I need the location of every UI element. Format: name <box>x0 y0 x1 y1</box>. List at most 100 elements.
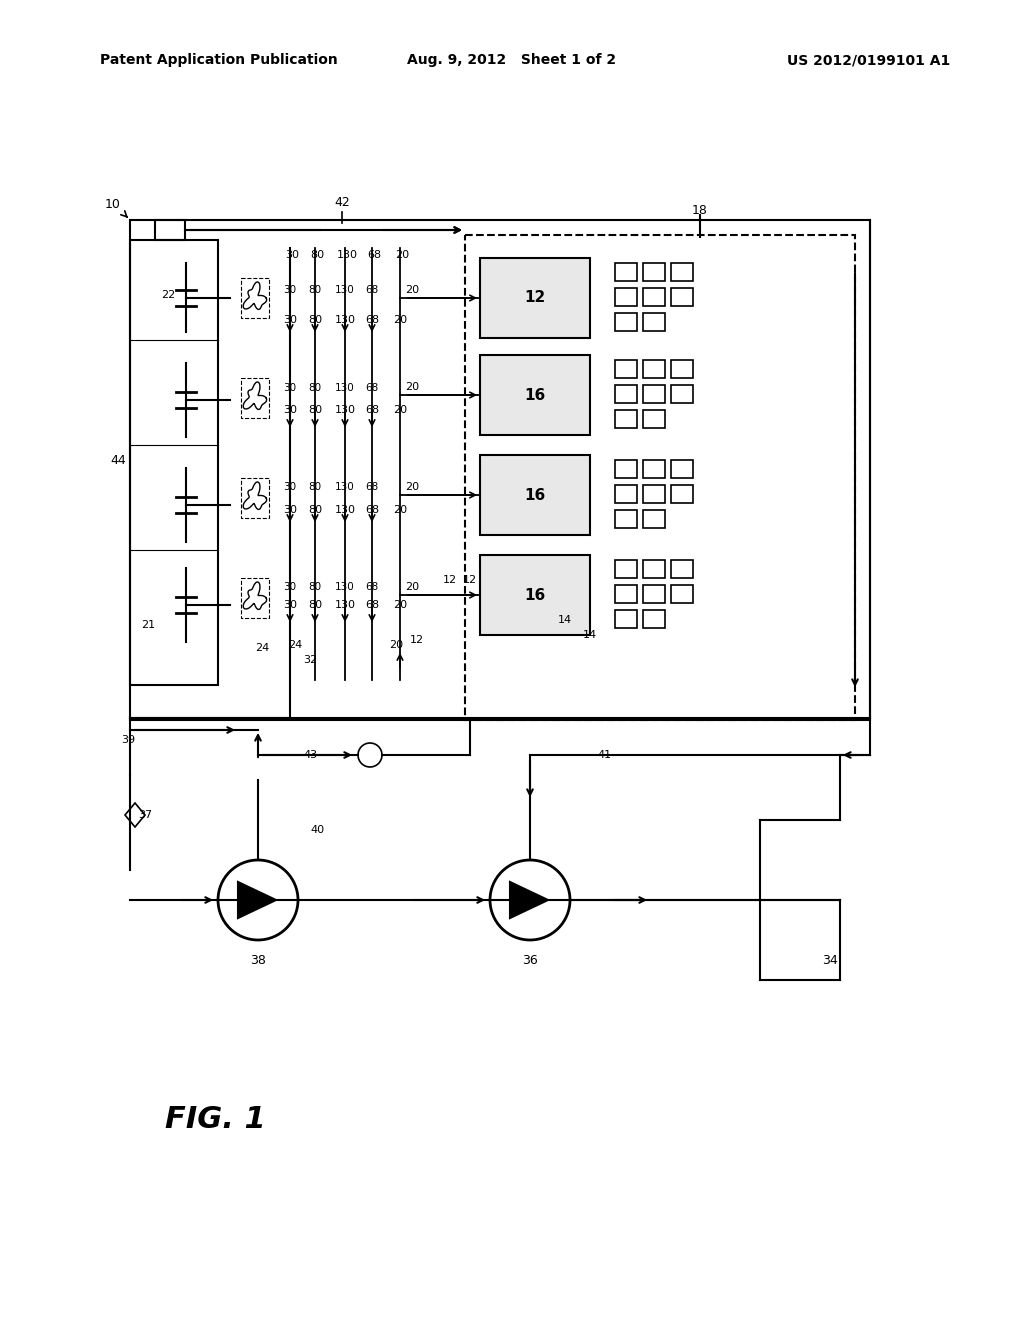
Text: 18: 18 <box>692 203 708 216</box>
Circle shape <box>358 743 382 767</box>
Bar <box>643 585 665 603</box>
Text: 42: 42 <box>334 197 350 210</box>
Text: 80: 80 <box>308 285 322 294</box>
Text: 30: 30 <box>284 482 297 492</box>
Text: 16: 16 <box>524 487 546 503</box>
Bar <box>615 360 637 378</box>
Text: 41: 41 <box>598 750 612 760</box>
Text: 20: 20 <box>395 249 409 260</box>
Text: 43: 43 <box>303 750 317 760</box>
Text: 30: 30 <box>283 405 297 414</box>
Text: 40: 40 <box>310 825 325 836</box>
Bar <box>671 585 693 603</box>
Text: 30: 30 <box>283 601 297 610</box>
Text: 130: 130 <box>335 482 355 492</box>
Text: 20: 20 <box>406 381 419 392</box>
Text: 30: 30 <box>284 582 297 591</box>
Text: 16: 16 <box>524 388 546 403</box>
Polygon shape <box>510 882 548 917</box>
Bar <box>615 385 637 403</box>
Text: 130: 130 <box>335 405 355 414</box>
Text: 20: 20 <box>406 482 419 492</box>
Text: US 2012/0199101 A1: US 2012/0199101 A1 <box>786 53 950 67</box>
Bar <box>643 610 665 628</box>
Text: 12: 12 <box>443 576 457 585</box>
Bar <box>480 554 590 635</box>
Bar <box>615 585 637 603</box>
Text: 36: 36 <box>522 953 538 966</box>
Bar <box>155 220 185 240</box>
Text: 130: 130 <box>335 285 355 294</box>
Text: 80: 80 <box>308 582 322 591</box>
Bar <box>130 220 870 719</box>
Text: 30: 30 <box>285 249 299 260</box>
Bar <box>671 385 693 403</box>
Text: 20: 20 <box>393 506 408 515</box>
Text: 130: 130 <box>335 315 355 325</box>
Text: 80: 80 <box>308 482 322 492</box>
Text: 24: 24 <box>255 643 269 653</box>
Text: 30: 30 <box>283 315 297 325</box>
Bar <box>615 610 637 628</box>
Text: 130: 130 <box>335 383 355 393</box>
Polygon shape <box>238 882 276 917</box>
Text: 12: 12 <box>463 576 477 585</box>
Text: 30: 30 <box>284 285 297 294</box>
Text: 80: 80 <box>308 383 322 393</box>
Bar <box>241 478 269 517</box>
Text: 80: 80 <box>308 405 323 414</box>
Text: 80: 80 <box>310 249 324 260</box>
Text: 20: 20 <box>393 315 408 325</box>
Text: Aug. 9, 2012   Sheet 1 of 2: Aug. 9, 2012 Sheet 1 of 2 <box>408 53 616 67</box>
Bar <box>615 411 637 428</box>
Text: 68: 68 <box>366 482 379 492</box>
Text: 20: 20 <box>393 405 408 414</box>
Text: 68: 68 <box>365 405 379 414</box>
Bar <box>671 360 693 378</box>
Bar <box>615 263 637 281</box>
Bar <box>615 510 637 528</box>
Text: 16: 16 <box>524 587 546 602</box>
Text: 14: 14 <box>583 630 597 640</box>
Text: 21: 21 <box>141 620 155 630</box>
Text: 130: 130 <box>337 249 357 260</box>
Circle shape <box>490 861 570 940</box>
Bar <box>480 257 590 338</box>
Bar <box>615 459 637 478</box>
Text: 12: 12 <box>410 635 424 645</box>
Bar <box>643 510 665 528</box>
Bar <box>643 263 665 281</box>
Bar <box>480 455 590 535</box>
Bar <box>241 378 269 418</box>
Bar <box>241 279 269 318</box>
Bar <box>643 288 665 306</box>
Text: 20: 20 <box>389 640 403 649</box>
Text: FIG. 1: FIG. 1 <box>165 1106 266 1134</box>
Text: 30: 30 <box>284 383 297 393</box>
Bar <box>615 288 637 306</box>
Text: 22: 22 <box>161 290 175 300</box>
Bar <box>465 235 855 719</box>
Bar <box>615 560 637 578</box>
Bar <box>480 355 590 436</box>
Bar <box>643 484 665 503</box>
Text: 68: 68 <box>366 582 379 591</box>
Bar <box>671 459 693 478</box>
Bar <box>671 288 693 306</box>
Text: 20: 20 <box>393 601 408 610</box>
Bar <box>671 484 693 503</box>
Text: 80: 80 <box>308 506 323 515</box>
Text: 24: 24 <box>288 640 302 649</box>
Bar <box>615 313 637 331</box>
Text: 14: 14 <box>558 615 572 624</box>
Text: 37: 37 <box>138 810 153 820</box>
Text: 44: 44 <box>111 454 126 466</box>
Text: 68: 68 <box>366 285 379 294</box>
Bar <box>643 360 665 378</box>
Text: 68: 68 <box>365 601 379 610</box>
Text: Patent Application Publication: Patent Application Publication <box>100 53 338 67</box>
Bar <box>671 263 693 281</box>
Text: 68: 68 <box>366 383 379 393</box>
Text: 34: 34 <box>822 953 838 966</box>
Text: 10: 10 <box>105 198 121 211</box>
